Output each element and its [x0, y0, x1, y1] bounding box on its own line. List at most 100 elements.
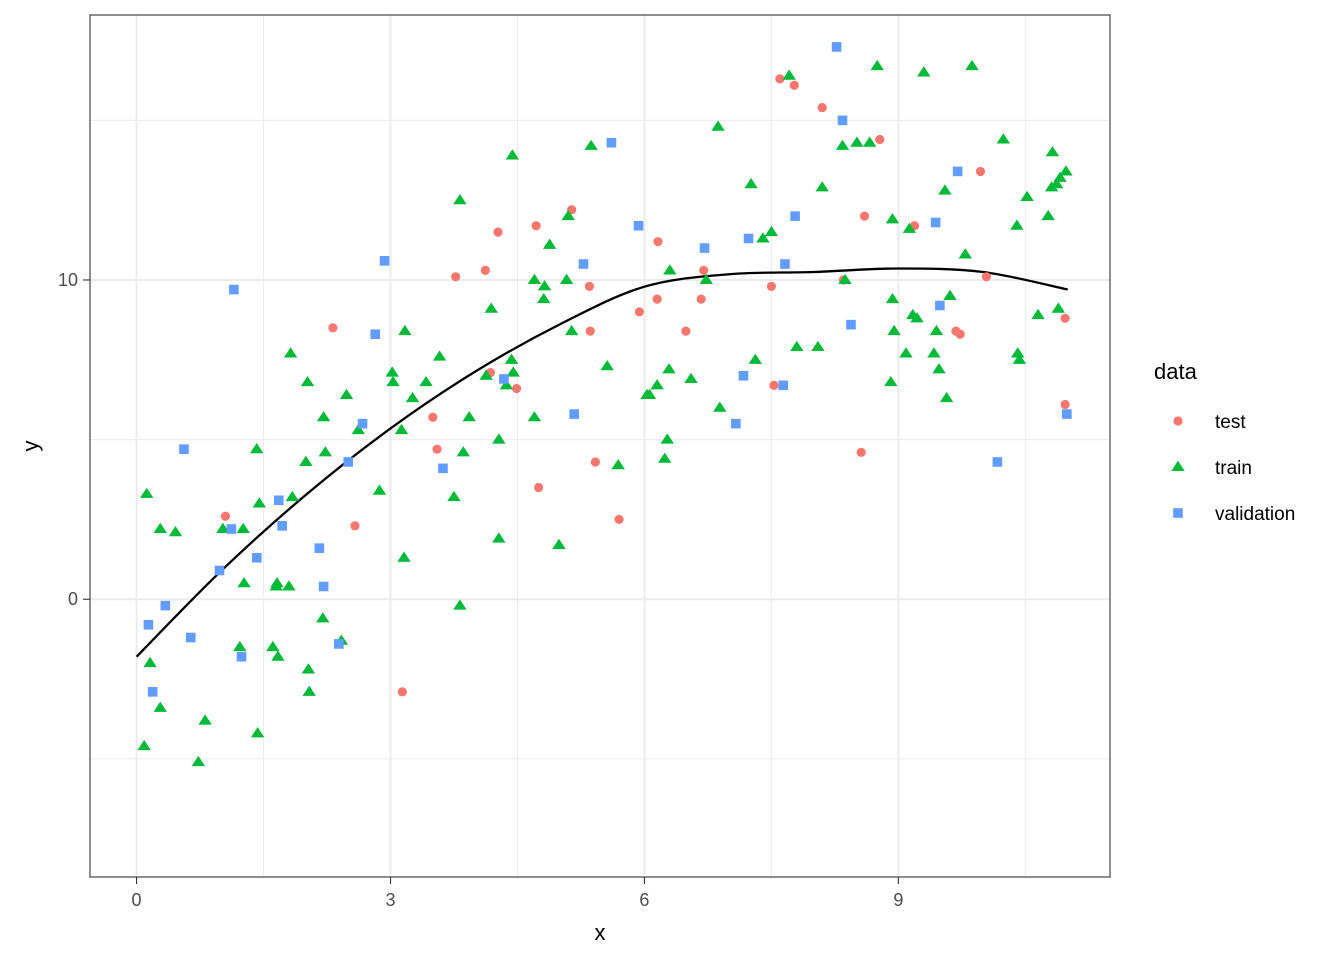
- train-point: [351, 423, 366, 435]
- validation-point: [143, 619, 154, 630]
- y-tick-label: 10: [58, 270, 78, 290]
- train-point: [270, 577, 284, 588]
- validation-point: [499, 374, 509, 384]
- validation-point: [992, 457, 1003, 467]
- train-point: [899, 347, 913, 358]
- train-point: [456, 446, 470, 457]
- train-point: [386, 375, 400, 387]
- test-point: [859, 211, 870, 221]
- test-point: [856, 447, 866, 457]
- train-point: [419, 375, 433, 387]
- validation-point: [185, 632, 196, 643]
- train-point: [965, 59, 979, 71]
- test-point: [480, 265, 490, 276]
- train-point: [929, 324, 944, 336]
- legend-key-validation: [1173, 508, 1183, 518]
- train-point: [405, 391, 420, 403]
- test-point: [634, 307, 644, 317]
- train-point: [339, 388, 354, 399]
- validation-point: [318, 581, 329, 592]
- validation-point: [952, 166, 963, 177]
- test-point: [432, 444, 442, 454]
- train-point: [958, 248, 972, 259]
- train-point: [1010, 219, 1024, 230]
- legend-items: test train validation: [1171, 412, 1295, 525]
- train-point: [432, 350, 447, 361]
- train-point: [252, 497, 266, 508]
- train-point: [527, 411, 542, 422]
- train-point: [316, 612, 330, 623]
- validation-point: [277, 521, 287, 531]
- train-point: [397, 551, 411, 562]
- x-tick-label: 0: [132, 890, 142, 910]
- train-point: [453, 599, 467, 610]
- train-point: [943, 289, 957, 300]
- train-point: [153, 701, 167, 712]
- validation-point: [370, 329, 381, 340]
- train-point: [236, 522, 250, 534]
- train-point: [168, 526, 183, 537]
- legend-label-train: train: [1215, 458, 1252, 479]
- train-point: [1053, 171, 1067, 182]
- validation-point: [846, 319, 856, 330]
- validation-point: [837, 115, 848, 126]
- train-point: [870, 59, 884, 71]
- x-tick-label: 3: [385, 890, 395, 910]
- train-point: [1045, 146, 1060, 157]
- train-point: [398, 324, 412, 336]
- train-point: [927, 347, 941, 358]
- train-point: [301, 663, 316, 674]
- train-point: [561, 209, 575, 221]
- legend: data test train validation: [1154, 359, 1295, 525]
- train-point: [611, 458, 625, 470]
- train-point: [835, 139, 850, 150]
- legend-label-test: test: [1215, 412, 1246, 433]
- test-point: [590, 457, 600, 467]
- train-point: [1059, 165, 1073, 176]
- train-point: [658, 452, 672, 463]
- test-point: [512, 383, 522, 394]
- test-point: [584, 281, 595, 291]
- test-point: [981, 272, 992, 282]
- test-point: [428, 412, 438, 422]
- train-point: [542, 238, 557, 249]
- points-layer: [137, 42, 1073, 767]
- train-point: [140, 487, 154, 498]
- train-point: [559, 273, 574, 285]
- test-point: [975, 166, 986, 177]
- train-point: [815, 181, 829, 192]
- legend-title: data: [1154, 359, 1198, 384]
- test-point: [653, 237, 663, 247]
- train-point: [850, 136, 864, 147]
- validation-point: [214, 565, 225, 576]
- train-point: [917, 66, 931, 77]
- validation-point: [343, 457, 353, 467]
- train-point: [505, 149, 520, 160]
- train-point: [552, 538, 566, 549]
- test-point: [531, 221, 541, 231]
- x-tick-label: 9: [893, 890, 903, 910]
- train-point: [1020, 190, 1034, 202]
- train-point: [527, 273, 542, 285]
- train-point: [699, 273, 713, 285]
- validation-point: [578, 259, 589, 269]
- test-point: [493, 227, 503, 237]
- legend-label-validation: validation: [1215, 504, 1295, 525]
- validation-point: [251, 552, 262, 563]
- train-point: [492, 532, 506, 543]
- train-point: [782, 69, 796, 80]
- axis-layer: 0 3 6 9 0 10: [58, 270, 903, 910]
- train-point: [1031, 308, 1045, 320]
- validation-point: [160, 600, 171, 611]
- validation-point: [743, 233, 754, 244]
- test-point: [681, 326, 691, 336]
- test-point: [766, 281, 777, 291]
- test-point: [397, 687, 407, 697]
- y-axis-title: y: [18, 441, 43, 452]
- test-point: [220, 511, 231, 521]
- train-point: [504, 353, 519, 364]
- train-point: [663, 264, 677, 275]
- test-point: [534, 482, 544, 493]
